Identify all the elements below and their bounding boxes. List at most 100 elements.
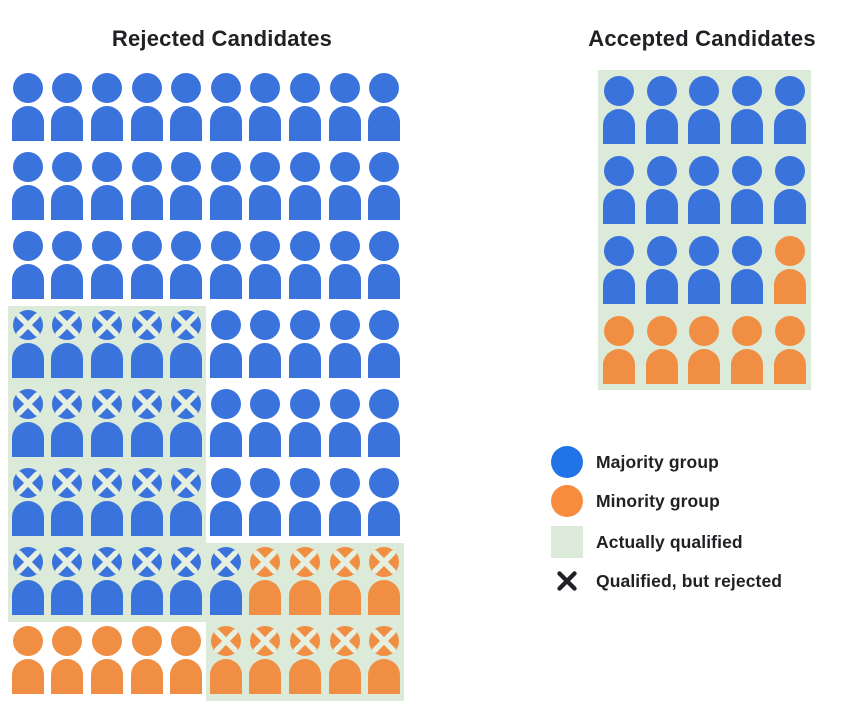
majority-person-icon [166, 227, 206, 306]
majority-person-icon [206, 227, 246, 306]
minority-person-icon [127, 622, 167, 701]
rejected-candidates-grid [8, 69, 404, 701]
minority-person-icon [768, 230, 811, 310]
majority-group-circle-icon [551, 446, 583, 478]
accepted-candidates-grid [598, 70, 811, 390]
majority-person-icon [48, 69, 88, 148]
majority-person-icon [246, 306, 286, 385]
majority-person-icon [683, 230, 726, 310]
majority-person-icon-qualified-rejected [126, 385, 167, 464]
majority-person-icon [364, 464, 404, 543]
majority-person-icon-qualified-rejected [126, 306, 167, 385]
majority-person-icon-qualified-rejected [166, 385, 206, 464]
majority-person-icon [127, 69, 167, 148]
majority-person-icon-qualified-rejected [47, 464, 88, 543]
minority-person-icon-qualified-rejected [205, 622, 246, 701]
legend-label-majority-group: Majority group [596, 451, 719, 472]
majority-person-icon [206, 385, 246, 464]
minority-person-icon [598, 310, 641, 390]
majority-person-icon [127, 148, 167, 227]
majority-person-icon [246, 69, 286, 148]
majority-person-icon [8, 69, 48, 148]
accepted-candidates-title: Accepted Candidates [588, 26, 816, 51]
majority-person-icon [87, 148, 127, 227]
majority-person-icon [206, 306, 246, 385]
majority-person-icon-qualified-rejected [87, 464, 127, 543]
minority-person-icon-qualified-rejected [364, 543, 404, 622]
majority-person-icon [364, 306, 404, 385]
minority-person-icon-qualified-rejected [364, 622, 404, 701]
majority-person-icon [683, 70, 726, 150]
majority-person-icon-qualified-rejected [8, 543, 48, 622]
majority-person-icon-qualified-rejected [8, 464, 48, 543]
majority-person-icon [325, 69, 365, 148]
majority-person-icon [8, 227, 48, 306]
minority-person-icon [683, 310, 726, 390]
minority-person-icon [640, 310, 684, 390]
majority-person-icon [725, 230, 769, 310]
majority-person-icon [206, 69, 246, 148]
minority-person-icon [8, 622, 48, 701]
majority-person-icon [285, 464, 325, 543]
majority-person-icon [364, 69, 404, 148]
majority-person-icon [640, 230, 684, 310]
majority-person-icon [285, 148, 325, 227]
minority-person-icon [768, 310, 811, 390]
majority-person-icon [246, 464, 286, 543]
minority-person-icon-qualified-rejected [245, 622, 286, 701]
majority-person-icon [325, 148, 365, 227]
majority-person-icon [683, 150, 726, 230]
majority-person-icon [87, 69, 127, 148]
majority-person-icon [87, 227, 127, 306]
majority-person-icon [285, 227, 325, 306]
majority-person-icon [725, 70, 769, 150]
majority-person-icon [206, 464, 246, 543]
majority-person-icon [285, 306, 325, 385]
legend-label-qualified-but-rejected: Qualified, but rejected [596, 570, 783, 591]
minority-person-icon-qualified-rejected [285, 622, 325, 701]
minority-group-circle-icon [551, 485, 583, 517]
majority-person-icon [364, 148, 404, 227]
majority-person-icon-qualified-rejected [8, 385, 48, 464]
majority-person-icon-qualified-rejected [205, 543, 246, 622]
majority-person-icon-qualified-rejected [166, 543, 206, 622]
majority-person-icon [166, 148, 206, 227]
majority-person-icon-qualified-rejected [126, 464, 167, 543]
majority-person-icon [206, 148, 246, 227]
majority-person-icon [768, 70, 811, 150]
majority-person-icon [166, 69, 206, 148]
majority-person-icon [640, 70, 684, 150]
majority-person-icon-qualified-rejected [8, 306, 48, 385]
majority-person-icon [48, 148, 88, 227]
majority-person-icon [127, 227, 167, 306]
majority-person-icon [325, 306, 365, 385]
legend-label-actually-qualified: Actually qualified [596, 531, 743, 552]
majority-person-icon [598, 70, 641, 150]
majority-person-icon-qualified-rejected [166, 464, 206, 543]
majority-person-icon [325, 227, 365, 306]
majority-person-icon-qualified-rejected [47, 306, 88, 385]
majority-person-icon [246, 148, 286, 227]
majority-person-icon [768, 150, 811, 230]
majority-person-icon-qualified-rejected [47, 543, 88, 622]
majority-person-icon [8, 148, 48, 227]
majority-person-icon [725, 150, 769, 230]
legend-item-qualified-but-rejected: Qualified, but rejected [551, 565, 782, 597]
majority-person-icon [364, 385, 404, 464]
majority-person-icon [285, 385, 325, 464]
majority-person-icon [285, 69, 325, 148]
legend-item-minority-group: Minority group [551, 485, 720, 517]
legend-label-minority-group: Minority group [596, 490, 720, 511]
majority-person-icon [246, 227, 286, 306]
qualified-square-icon [551, 526, 583, 558]
minority-person-icon [48, 622, 88, 701]
majority-person-icon [48, 227, 88, 306]
rejected-candidates-title: Rejected Candidates [111, 26, 333, 51]
majority-person-icon-qualified-rejected [87, 385, 127, 464]
minority-person-icon-qualified-rejected [324, 622, 365, 701]
majority-person-icon-qualified-rejected [87, 306, 127, 385]
majority-person-icon [325, 464, 365, 543]
majority-person-icon [325, 385, 365, 464]
legend-item-majority-group: Majority group [551, 446, 719, 478]
